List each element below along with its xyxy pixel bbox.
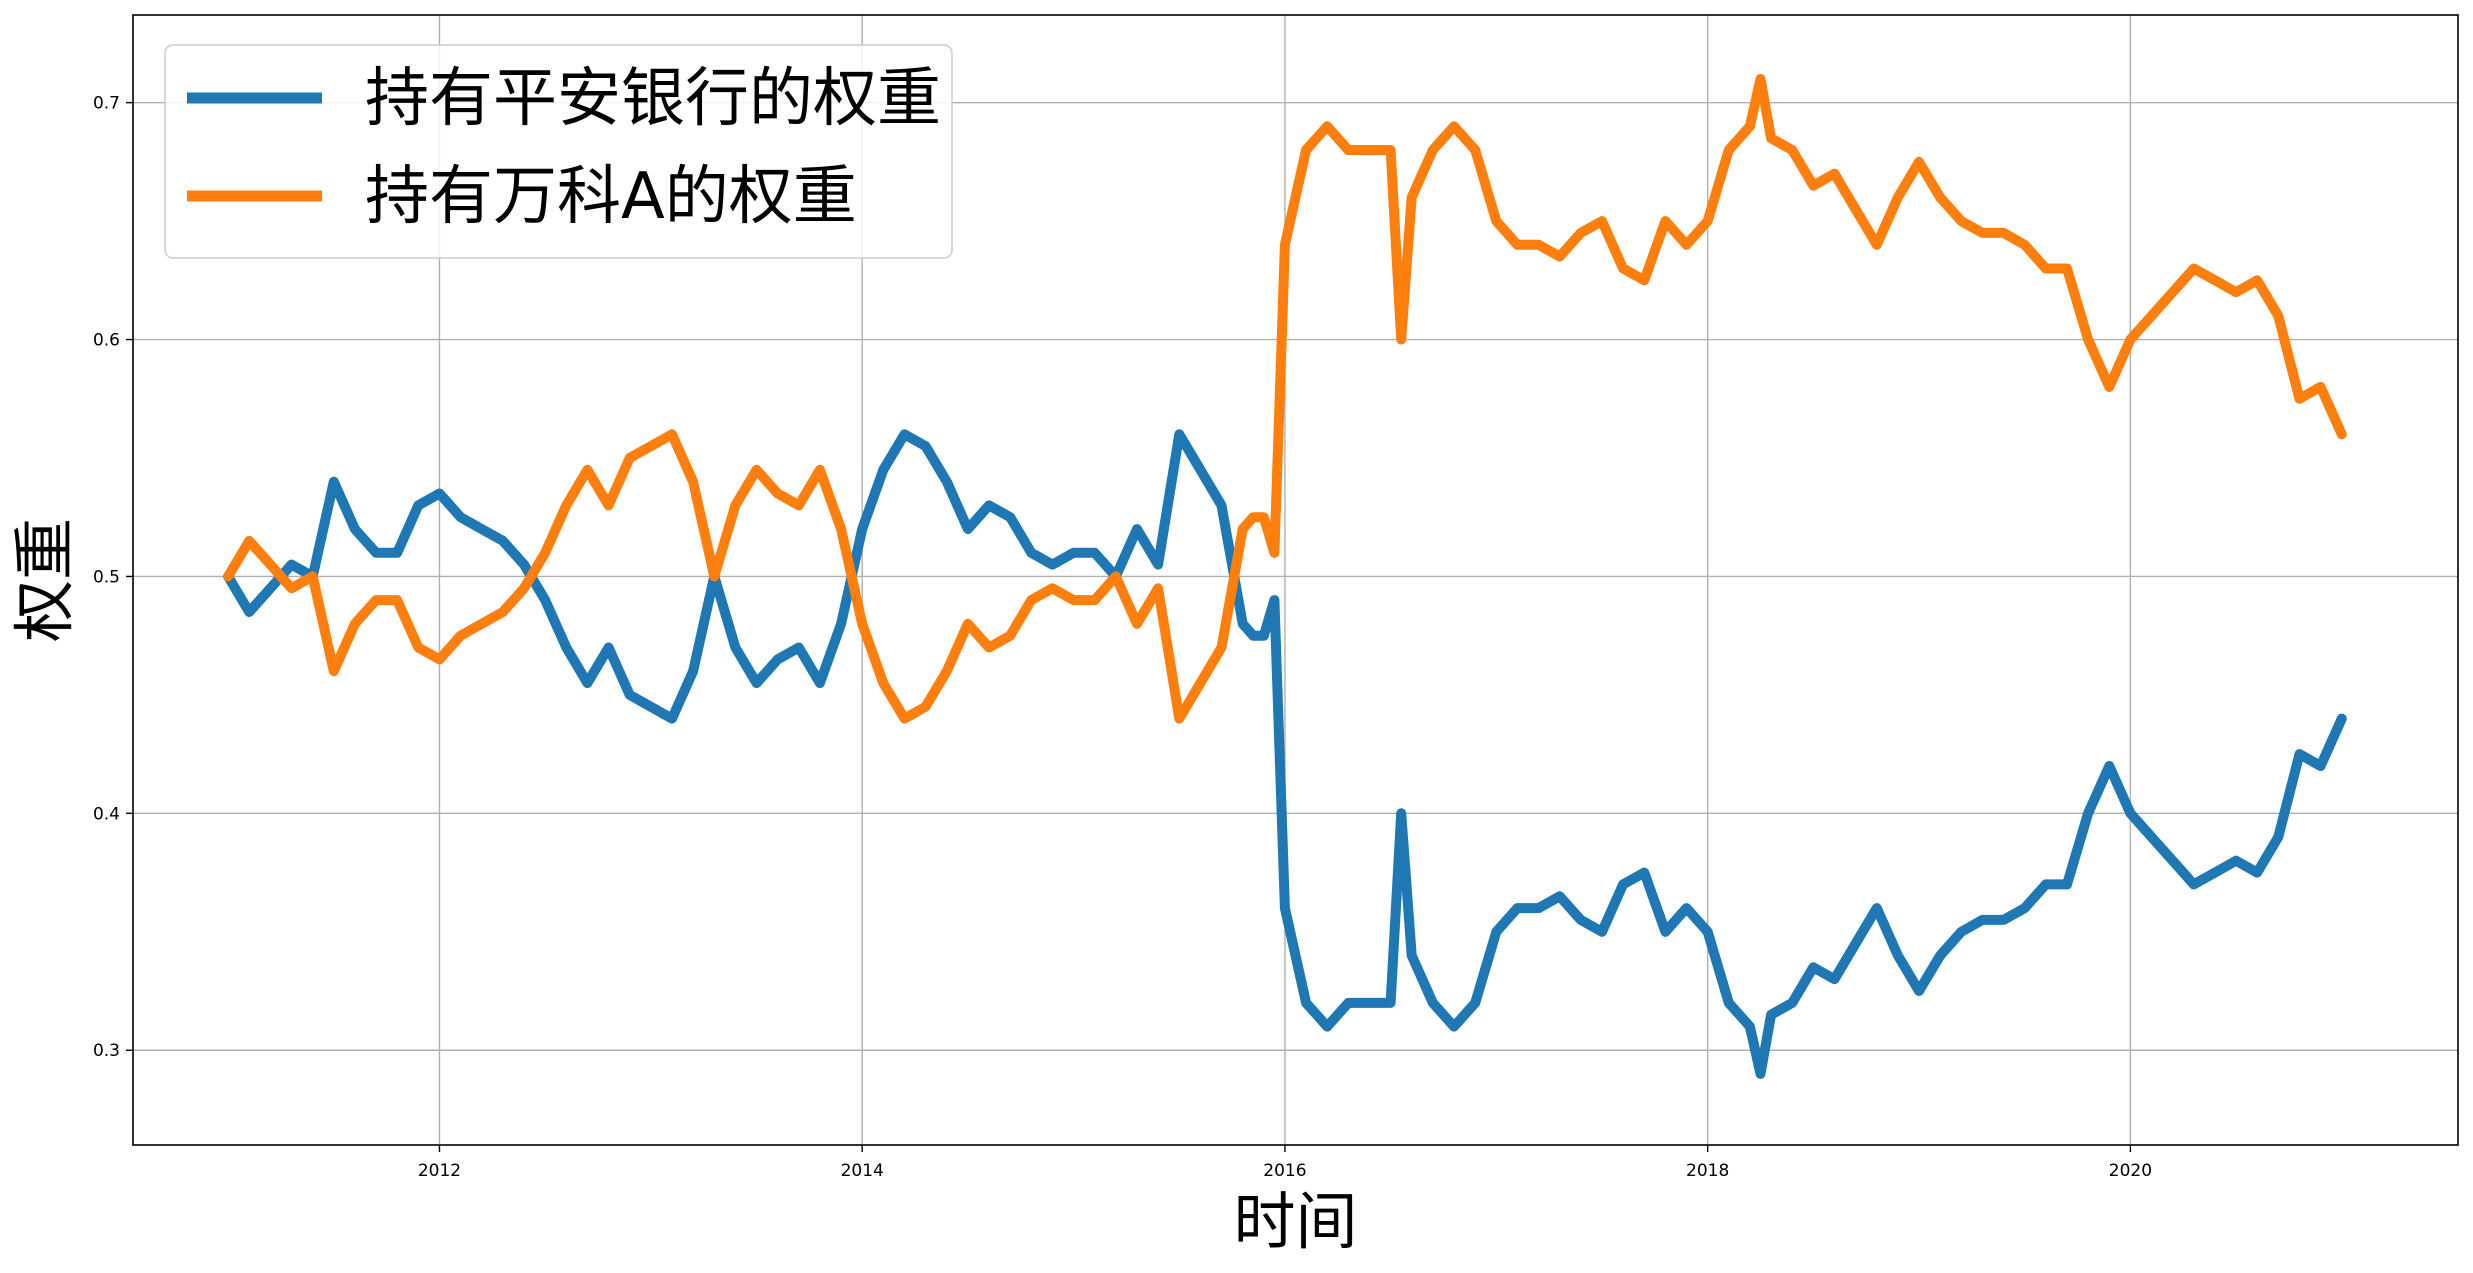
x-tick-label: 2016 <box>1263 1161 1306 1181</box>
y-axis-title: 权重 <box>8 518 81 642</box>
x-axis-title: 时间 <box>1233 1185 1357 1258</box>
x-tick-label: 2012 <box>418 1161 461 1181</box>
y-tick-label: 0.6 <box>93 331 120 351</box>
y-tick-label: 0.4 <box>93 804 120 824</box>
x-tick-label: 2018 <box>1686 1161 1729 1181</box>
y-tick-label: 0.3 <box>93 1041 120 1061</box>
series-lines <box>223 74 2347 1079</box>
plot-frame <box>132 14 2459 1146</box>
series-line-0 <box>223 429 2347 1079</box>
legend-label-series-1: 持有万科A的权重 <box>365 160 857 234</box>
legend-label-series-0: 持有平安银行的权重 <box>365 62 941 136</box>
y-tick-label: 0.7 <box>93 94 120 114</box>
x-tick-label: 2014 <box>841 1161 884 1181</box>
grid <box>133 15 2458 1145</box>
series-line-1 <box>223 74 2347 724</box>
axis-ticks: 2012 2014 2016 2018 2020 0.3 0.4 0.5 0.6 0.7 <box>93 94 2152 1181</box>
y-tick-label: 0.5 <box>93 567 120 587</box>
x-tick-label: 2020 <box>2109 1161 2152 1181</box>
legend-box <box>164 44 953 259</box>
legend: 持有平安银行的权重 持有万科A的权重 <box>164 44 953 259</box>
